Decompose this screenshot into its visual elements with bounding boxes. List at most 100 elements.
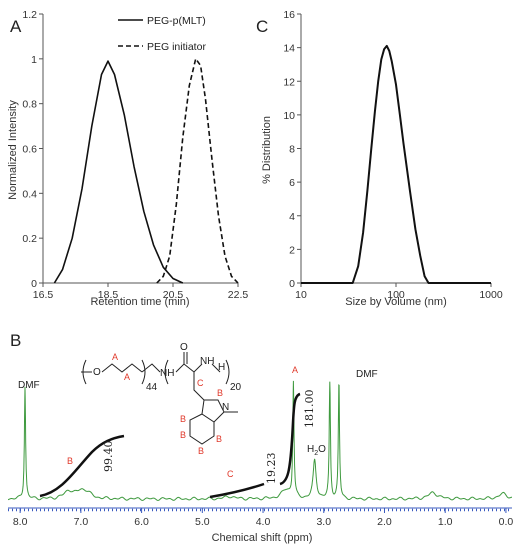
integral-curve-a bbox=[279, 392, 301, 486]
panel-a-label: A bbox=[10, 17, 22, 36]
axis-titles: Retention time (min) Normalized Intensit… bbox=[7, 100, 447, 544]
panel-a-ticks: 16.5 18.5 20.5 22.5 0 0.2 0.4 0.6 0.8 1 1.2 bbox=[22, 9, 248, 301]
panel-c-xtick-label: 1000 bbox=[479, 289, 503, 301]
bond-nh-h bbox=[211, 363, 221, 373]
panel-a-curves bbox=[53, 58, 239, 284]
panel-c-ytick-label: 14 bbox=[283, 43, 295, 55]
panel-a-legend: PEG-p(MLT) PEG initiator bbox=[118, 15, 206, 53]
panel-c-ytick-label: 4 bbox=[289, 211, 295, 223]
nmr-xtick-label: 6.0 bbox=[134, 516, 149, 528]
panel-c-ytick-label: 16 bbox=[283, 9, 295, 21]
panel-a-ytick-label: 0 bbox=[31, 278, 37, 290]
panel-c-xtick-label: 10 bbox=[295, 289, 307, 301]
nmr-xtick-label: 0.0 bbox=[499, 516, 514, 528]
panel-a-ytick-label: 0.6 bbox=[22, 144, 37, 156]
peak-label-dmf-right: DMF bbox=[356, 369, 378, 380]
nmr-xtick-label: 8.0 bbox=[13, 516, 28, 528]
water-sub: 2 bbox=[314, 450, 318, 457]
atom-h-terminal: H bbox=[218, 362, 225, 373]
panel-a-chart: A 16.5 18.5 20.5 22.5 0 0.2 0.4 0.6 0.8 1 1.2 PEG-… bbox=[10, 9, 248, 301]
panel-c-xlabel: Size by Volume (nm) bbox=[345, 296, 446, 308]
bracket-1-close bbox=[141, 359, 146, 385]
region-label-c: C bbox=[227, 469, 234, 479]
atom-n-indole: N bbox=[222, 402, 229, 413]
water-h: H bbox=[307, 444, 314, 455]
panel-a-xtick-label: 20.5 bbox=[163, 289, 184, 301]
integral-value-a: 181.00 bbox=[303, 390, 316, 429]
nmr-spectrum-line bbox=[8, 380, 512, 501]
atom-nh-1: NH bbox=[160, 368, 174, 379]
nmr-ticks: 8.0 7.0 6.0 5.0 4.0 3.0 2.0 1.0 0.0 bbox=[13, 508, 514, 528]
panel-a-ytick-label: 0.8 bbox=[22, 99, 37, 111]
panel-a-xtick-label: 16.5 bbox=[33, 289, 54, 301]
red-label-c-struct: C bbox=[197, 378, 204, 388]
side-chain bbox=[193, 372, 205, 401]
red-label-b-2: B bbox=[180, 414, 186, 424]
subscript-20: 20 bbox=[230, 382, 242, 393]
panel-a-xtick-label: 18.5 bbox=[98, 289, 119, 301]
integral-curve-c bbox=[209, 482, 265, 499]
panel-c-ytick-label: 0 bbox=[289, 278, 295, 290]
size-distribution-line bbox=[301, 44, 491, 284]
red-label-b-3: B bbox=[180, 430, 186, 440]
subscript-44: 44 bbox=[146, 382, 158, 393]
integral-value-c: 19.23 bbox=[265, 453, 278, 485]
red-label-a-1: A bbox=[112, 352, 118, 362]
carbonyl-bond bbox=[183, 352, 188, 364]
bracket-2-open bbox=[164, 359, 169, 385]
peg-backbone bbox=[101, 363, 143, 373]
panel-c-xtick-label: 100 bbox=[387, 289, 405, 301]
panel-a-xlabel: Retention time (min) bbox=[90, 296, 189, 308]
panel-c-ytick-label: 12 bbox=[283, 76, 295, 88]
peak-label-dmf-left: DMF bbox=[18, 380, 40, 391]
nmr-xlabel: Chemical shift (ppm) bbox=[212, 532, 313, 544]
panel-c-ytick-label: 8 bbox=[289, 144, 295, 156]
nmr-trace bbox=[8, 380, 512, 501]
series-peg-pmlt-line bbox=[53, 60, 184, 284]
legend-solid-label: PEG-p(MLT) bbox=[147, 15, 206, 27]
red-label-a-2: A bbox=[124, 372, 130, 382]
atom-o-ether: O bbox=[93, 367, 101, 378]
panel-a-xtick-label: 22.5 bbox=[228, 289, 249, 301]
bracket-2-close bbox=[225, 359, 230, 385]
legend-dashed-label: PEG initiator bbox=[147, 41, 206, 53]
pyrrole-ring bbox=[201, 399, 225, 423]
nmr-xtick-label: 2.0 bbox=[377, 516, 392, 528]
panel-c-curves bbox=[301, 44, 491, 284]
panel-a-ytick-label: 1 bbox=[31, 54, 37, 66]
panel-c-label: C bbox=[256, 17, 268, 36]
water-o: O bbox=[318, 444, 326, 455]
panel-c-ytick-label: 2 bbox=[289, 244, 295, 256]
nmr-xtick-label: 5.0 bbox=[195, 516, 210, 528]
panel-a-ytick-label: 0.2 bbox=[22, 233, 37, 245]
panel-c-ticks: 10 100 1000 0 2 4 6 8 10 12 14 16 bbox=[283, 9, 503, 301]
region-label-b: B bbox=[67, 456, 73, 466]
chemical-structure bbox=[81, 352, 238, 445]
panel-c-ytick-label: 10 bbox=[283, 110, 295, 122]
panel-c-chart: C 10 100 1000 0 2 4 6 8 10 12 14 16 bbox=[256, 9, 503, 301]
red-label-b-5: B bbox=[216, 434, 222, 444]
bond-to-nh bbox=[141, 363, 161, 373]
nmr-xtick-label: 1.0 bbox=[438, 516, 453, 528]
atom-o-carbonyl: O bbox=[180, 342, 188, 353]
structure-atom-labels: O 44 NH O NH H 20 N A A C B B B B B bbox=[93, 342, 242, 456]
panel-a-ytick-label: 0.4 bbox=[22, 188, 37, 200]
panel-b-label: B bbox=[10, 331, 21, 350]
peak-label-a: A bbox=[292, 365, 298, 375]
benzene-ring bbox=[189, 413, 215, 445]
integral-value-b: 99.40 bbox=[102, 441, 115, 473]
series-peg-initiator-line bbox=[156, 58, 239, 284]
nmr-xtick-label: 7.0 bbox=[74, 516, 89, 528]
atom-nh-2: NH bbox=[200, 356, 214, 367]
red-label-b-4: B bbox=[198, 446, 204, 456]
panel-c-ytick-label: 6 bbox=[289, 177, 295, 189]
nmr-xtick-label: 4.0 bbox=[256, 516, 271, 528]
panel-a-ytick-label: 1.2 bbox=[22, 9, 37, 21]
red-label-b-1: B bbox=[217, 388, 223, 398]
integral-curve-b bbox=[39, 434, 125, 498]
panel-b-nmr: B 8.0 7.0 6.0 5.0 4.0 3.0 2.0 1.0 0.0 99.40 19.2… bbox=[8, 331, 513, 528]
amide-chain bbox=[175, 363, 203, 373]
panel-c-ylabel: % Distribution bbox=[261, 116, 273, 184]
peak-label-water: H2O bbox=[307, 444, 326, 457]
